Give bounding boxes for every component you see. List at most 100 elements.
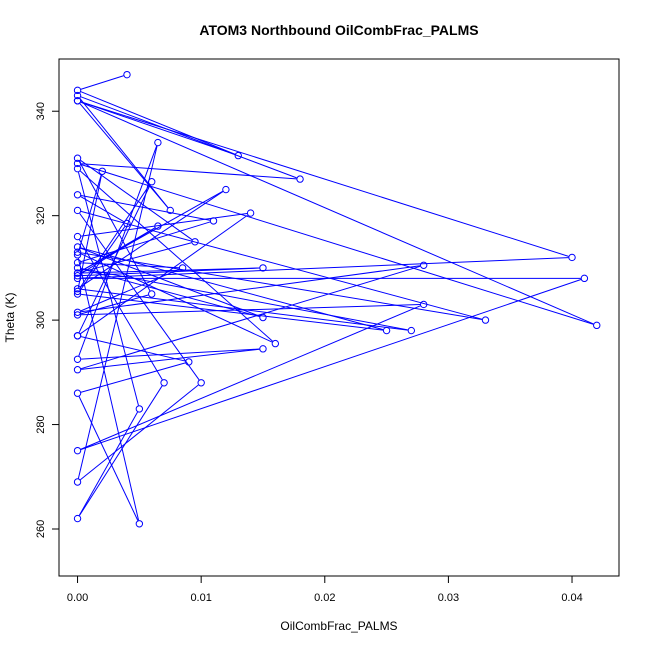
- data-point: [481, 316, 490, 324]
- series-line-segment: [80, 101, 569, 257]
- x-axis: 0.00 0.01 0.02 0.03 0.04: [67, 575, 583, 604]
- data-point: [73, 258, 82, 267]
- data-point: [166, 206, 174, 215]
- series-group: [73, 70, 601, 528]
- x-tick-label: 0.01: [190, 592, 211, 604]
- series-line-segment: [81, 257, 569, 279]
- y-tick-label: 300: [35, 311, 47, 329]
- series-line-segment: [81, 213, 248, 237]
- series-line-segment: [80, 279, 582, 450]
- data-point: [73, 269, 82, 277]
- series-line-segment: [80, 384, 199, 481]
- data-point: [73, 154, 82, 162]
- y-axis-label: Theta (K): [3, 292, 17, 342]
- data-point: [73, 355, 82, 363]
- data-point: [73, 311, 82, 319]
- series-line-segment: [80, 101, 594, 325]
- data-point: [73, 232, 82, 241]
- series-line-segment: [80, 164, 594, 325]
- data-point: [73, 164, 82, 173]
- series-line-segment: [78, 161, 151, 292]
- chart-title: ATOM3 Northbound OilCombFrac_PALMS: [199, 22, 478, 38]
- series-line-segment: [80, 268, 180, 312]
- data-point: [73, 389, 82, 397]
- y-tick-label: 280: [35, 415, 47, 433]
- series-line-segment: [79, 98, 169, 208]
- series-line-segment: [79, 226, 126, 292]
- data-point: [123, 70, 131, 79]
- data-point: [73, 251, 82, 259]
- data-point: [98, 167, 106, 175]
- data-point: [209, 217, 218, 225]
- data-point: [154, 222, 162, 230]
- x-tick-label: 0.04: [561, 592, 582, 604]
- data-point: [73, 332, 82, 340]
- data-point: [234, 151, 242, 160]
- data-point: [197, 379, 205, 387]
- data-point: [73, 366, 82, 374]
- data-point: [73, 290, 82, 298]
- data-point: [296, 175, 304, 183]
- data-point: [568, 253, 576, 262]
- data-point: [73, 285, 82, 293]
- data-point: [73, 514, 82, 523]
- series-line-segment: [80, 214, 248, 335]
- y-tick-label: 340: [35, 102, 47, 120]
- data-point: [73, 478, 82, 486]
- series-line-segment: [80, 336, 186, 362]
- data-point: [593, 321, 601, 330]
- data-point: [73, 308, 82, 316]
- series-line-segment: [80, 247, 260, 317]
- data-point: [73, 243, 82, 251]
- series-line-segment: [79, 170, 273, 342]
- series-line-segment: [79, 385, 163, 516]
- data-point: [73, 287, 82, 296]
- data-point: [259, 313, 267, 322]
- data-point: [246, 209, 255, 217]
- x-tick-label: 0.00: [67, 592, 88, 604]
- series-line-segment: [80, 190, 223, 272]
- data-point: [419, 300, 428, 309]
- data-point: [135, 405, 144, 413]
- data-point: [73, 159, 82, 168]
- series-line-segment: [81, 252, 483, 321]
- series-line-segment: [80, 210, 483, 320]
- data-point: [73, 91, 82, 100]
- series-line-segment: [78, 396, 139, 521]
- series-line-segment: [78, 145, 158, 357]
- series-line-segment: [80, 96, 297, 179]
- series-line-segment: [77, 174, 103, 288]
- data-point: [73, 272, 82, 280]
- series-line-segment: [80, 362, 186, 393]
- data-point: [178, 264, 187, 272]
- series-line-segment: [80, 268, 260, 318]
- x-tick-label: 0.03: [438, 592, 459, 604]
- data-point: [160, 379, 168, 387]
- x-axis-label: OilCombFrac_PALMS: [280, 619, 397, 633]
- series-line-segment: [78, 411, 139, 516]
- data-point: [185, 358, 193, 366]
- series-line-segment: [80, 253, 273, 343]
- data-point: [73, 264, 82, 272]
- series-line-segment: [81, 304, 421, 316]
- series-line-segment: [81, 265, 421, 313]
- data-point: [222, 185, 230, 194]
- series-line-segment: [79, 184, 151, 289]
- data-point: [123, 219, 131, 228]
- series-line-segment: [80, 194, 211, 221]
- series-line-segment: [78, 174, 102, 252]
- series-line-segment: [79, 213, 200, 381]
- x-tick-label: 0.02: [314, 592, 335, 604]
- series-line-segment: [81, 293, 384, 331]
- series-line-segment: [77, 258, 140, 521]
- data-point: [73, 97, 82, 105]
- data-point: [419, 261, 428, 269]
- series-line-segment: [81, 348, 260, 360]
- series-line-segment: [80, 265, 421, 370]
- data-point: [407, 326, 416, 335]
- series-line-segment: [80, 242, 192, 273]
- series-line-segment: [80, 196, 125, 223]
- series-line-segment: [79, 103, 169, 209]
